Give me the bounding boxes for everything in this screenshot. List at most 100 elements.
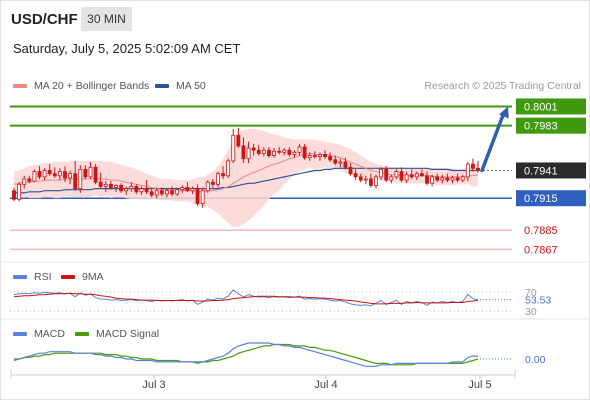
level-label: 0.7867 [524, 244, 558, 256]
candle [323, 154, 327, 157]
candle [57, 171, 62, 177]
macd-panel: 0.00 [13, 342, 546, 367]
candle [440, 177, 445, 181]
ma50-line [14, 167, 478, 194]
legend-macd-signal-label: MACD Signal [96, 328, 160, 340]
rsi-ma-line [13, 292, 479, 305]
candle [221, 173, 225, 177]
candle [476, 167, 480, 171]
macd-line [13, 342, 478, 367]
projection-arrow [480, 106, 509, 173]
level-lines [10, 105, 512, 251]
candles [12, 127, 480, 208]
rsi-tick-label: 70 [525, 287, 537, 299]
candle [139, 188, 144, 193]
candle [236, 134, 241, 147]
macd-zero-label: 0.00 [525, 354, 546, 366]
candle [27, 178, 32, 182]
candle [363, 178, 368, 181]
candle [307, 155, 312, 159]
legend-ma20-label: MA 20 + Bollinger Bands [34, 80, 150, 92]
candle [425, 175, 429, 184]
candle [83, 168, 88, 178]
level-label-box [516, 117, 586, 134]
candle [124, 188, 129, 192]
candle [460, 176, 465, 181]
candle [465, 163, 470, 178]
candle [374, 176, 378, 186]
candle [88, 166, 93, 178]
candle [379, 168, 384, 178]
candle [333, 159, 338, 164]
time-tick-label: Jul 4 [314, 379, 337, 391]
candle [455, 177, 460, 181]
candle [185, 187, 190, 192]
candle [159, 190, 164, 195]
macd-swatch-icon [13, 332, 27, 336]
candle [32, 171, 37, 182]
time-axis: Jul 3 Jul 4 Jul 5 [10, 370, 516, 391]
candle [47, 170, 52, 175]
candle [103, 183, 108, 187]
candle [318, 154, 322, 157]
candle [348, 166, 353, 175]
legend-rsi: RSI [13, 271, 52, 283]
candle [302, 146, 307, 159]
candle [450, 177, 455, 181]
candle [68, 173, 73, 179]
level-label-box [516, 190, 586, 207]
candle [42, 170, 47, 178]
candle [22, 178, 27, 185]
candle [297, 146, 302, 153]
arrow-head-icon [499, 106, 509, 119]
candle [231, 134, 236, 162]
candle [409, 174, 414, 178]
bollinger-band-area [14, 128, 478, 227]
candle [216, 173, 220, 185]
candle [384, 168, 389, 181]
candle [78, 168, 83, 189]
level-label: 0.7983 [524, 121, 558, 133]
candle [226, 160, 231, 177]
candle [287, 149, 292, 155]
candle [114, 184, 118, 188]
candle [205, 181, 210, 192]
candle [175, 189, 180, 195]
candle [445, 177, 450, 181]
legend-ma20: MA 20 + Bollinger Bands [13, 80, 149, 92]
candle [200, 190, 205, 204]
candle [353, 173, 358, 178]
candle [312, 155, 317, 158]
candle [241, 145, 246, 160]
macd-signal-line [14, 343, 479, 366]
rsi-ma-swatch-icon [61, 275, 75, 279]
candle [343, 161, 348, 168]
candle [399, 171, 404, 181]
candle [368, 178, 373, 186]
candle [129, 186, 134, 189]
candle [134, 186, 139, 193]
candle [108, 183, 113, 188]
arrow-shaft [480, 110, 506, 173]
legend-macd-signal: MACD Signal [75, 328, 159, 340]
level-label: 0.8001 [524, 101, 558, 113]
candle [256, 149, 261, 154]
candle [430, 176, 435, 184]
candle [470, 163, 475, 169]
timeframe-badge[interactable]: 30 MIN [81, 7, 132, 31]
macd-signal-swatch-icon [75, 332, 89, 336]
candle [190, 188, 195, 192]
level-label: 0.7915 [524, 193, 558, 205]
datetime-label: Saturday, July 5, 2025 5:02:09 AM CET [13, 41, 241, 56]
legend-ma50-label: MA 50 [176, 80, 206, 92]
candle [267, 149, 271, 156]
legend-macd-label: MACD [34, 328, 65, 340]
ma50-swatch-icon [155, 84, 169, 88]
candle [149, 191, 154, 196]
candle [261, 149, 266, 154]
research-credit: Research © 2025 Trading Central [424, 80, 581, 92]
candle [358, 176, 363, 181]
candle [154, 190, 159, 196]
